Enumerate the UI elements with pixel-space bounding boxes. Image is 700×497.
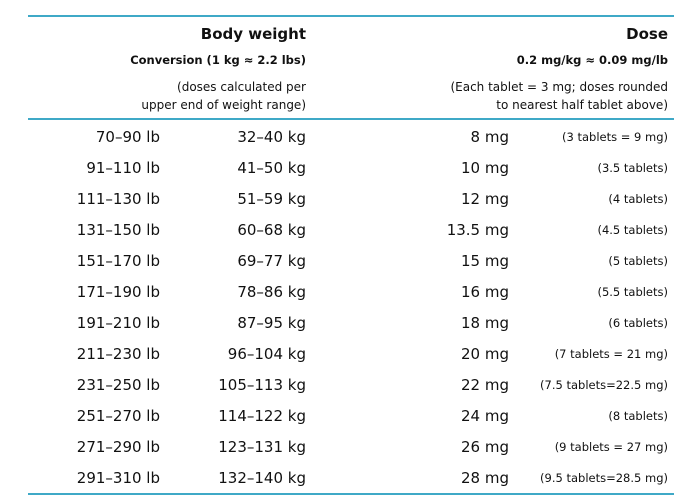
dose-mg-cell: 24 mg bbox=[461, 407, 509, 425]
tablet-count-cell: (8 tablets) bbox=[608, 409, 668, 423]
tablet-count-cell: (7.5 tablets=22.5 mg) bbox=[540, 378, 668, 392]
header-divider bbox=[28, 118, 674, 120]
tablet-count-cell: (9.5 tablets=28.5 mg) bbox=[540, 471, 668, 485]
weight-lb-cell: 291–310 lb bbox=[76, 469, 160, 487]
dose-heading: Dose bbox=[626, 25, 668, 43]
weight-kg-cell: 32–40 kg bbox=[237, 128, 306, 146]
table-row: 211–230 lb 96–104 kg 20 mg (7 tablets = … bbox=[0, 339, 700, 370]
weight-kg-cell: 69–77 kg bbox=[237, 252, 306, 270]
table-row: 151–170 lb 69–77 kg 15 mg (5 tablets) bbox=[0, 246, 700, 277]
table-row: 70–90 lb 32–40 kg 8 mg (3 tablets = 9 mg… bbox=[0, 122, 700, 153]
tablet-count-cell: (5.5 tablets) bbox=[597, 285, 668, 299]
weight-lb-cell: 151–170 lb bbox=[76, 252, 160, 270]
weight-kg-cell: 41–50 kg bbox=[237, 159, 306, 177]
tablet-count-cell: (7 tablets = 21 mg) bbox=[554, 347, 668, 361]
weight-kg-cell: 51–59 kg bbox=[237, 190, 306, 208]
dose-mg-cell: 20 mg bbox=[461, 345, 509, 363]
dose-mg-cell: 18 mg bbox=[461, 314, 509, 332]
dose-conversion-note: 0.2 mg/kg ≈ 0.09 mg/lb bbox=[516, 53, 668, 67]
table-row: 231–250 lb 105–113 kg 22 mg (7.5 tablets… bbox=[0, 370, 700, 401]
dose-mg-cell: 10 mg bbox=[461, 159, 509, 177]
dose-mg-cell: 22 mg bbox=[461, 376, 509, 394]
tablet-count-cell: (3 tablets = 9 mg) bbox=[562, 130, 668, 144]
body-weight-heading: Body weight bbox=[200, 25, 306, 43]
weight-kg-cell: 96–104 kg bbox=[227, 345, 306, 363]
tablet-rounding-note: (Each tablet = 3 mg; doses rounded to ne… bbox=[450, 78, 668, 114]
weight-lb-cell: 251–270 lb bbox=[76, 407, 160, 425]
top-divider bbox=[28, 15, 674, 17]
weight-kg-cell: 123–131 kg bbox=[218, 438, 306, 456]
weight-range-note-line-1: (doses calculated per bbox=[177, 80, 306, 94]
weight-lb-cell: 191–210 lb bbox=[76, 314, 160, 332]
tablet-count-cell: (4 tablets) bbox=[608, 192, 668, 206]
weight-range-note-line-2: upper end of weight range) bbox=[141, 98, 306, 112]
tablet-count-cell: (6 tablets) bbox=[608, 316, 668, 330]
tablet-count-cell: (9 tablets = 27 mg) bbox=[554, 440, 668, 454]
weight-kg-cell: 78–86 kg bbox=[237, 283, 306, 301]
dose-mg-cell: 13.5 mg bbox=[446, 221, 509, 239]
table-row: 171–190 lb 78–86 kg 16 mg (5.5 tablets) bbox=[0, 277, 700, 308]
dose-mg-cell: 12 mg bbox=[461, 190, 509, 208]
weight-kg-cell: 132–140 kg bbox=[218, 469, 306, 487]
tablet-count-cell: (5 tablets) bbox=[608, 254, 668, 268]
weight-conversion-note: Conversion (1 kg ≈ 2.2 lbs) bbox=[130, 53, 306, 67]
table-row: 251–270 lb 114–122 kg 24 mg (8 tablets) bbox=[0, 401, 700, 432]
dose-mg-cell: 16 mg bbox=[461, 283, 509, 301]
weight-kg-cell: 60–68 kg bbox=[237, 221, 306, 239]
weight-kg-cell: 87–95 kg bbox=[237, 314, 306, 332]
weight-lb-cell: 91–110 lb bbox=[86, 159, 160, 177]
table-row: 291–310 lb 132–140 kg 28 mg (9.5 tablets… bbox=[0, 463, 700, 494]
weight-lb-cell: 70–90 lb bbox=[95, 128, 160, 146]
table-row: 271–290 lb 123–131 kg 26 mg (9 tablets =… bbox=[0, 432, 700, 463]
dose-mg-cell: 15 mg bbox=[461, 252, 509, 270]
weight-range-note: (doses calculated per upper end of weigh… bbox=[141, 78, 306, 114]
table-row: 131–150 lb 60–68 kg 13.5 mg (4.5 tablets… bbox=[0, 215, 700, 246]
table-row: 191–210 lb 87–95 kg 18 mg (6 tablets) bbox=[0, 308, 700, 339]
tablet-count-cell: (4.5 tablets) bbox=[597, 223, 668, 237]
weight-kg-cell: 105–113 kg bbox=[218, 376, 306, 394]
tablet-rounding-note-line-2: to nearest half tablet above) bbox=[496, 98, 668, 112]
weight-kg-cell: 114–122 kg bbox=[218, 407, 306, 425]
weight-lb-cell: 131–150 lb bbox=[76, 221, 160, 239]
weight-lb-cell: 271–290 lb bbox=[76, 438, 160, 456]
weight-lb-cell: 231–250 lb bbox=[76, 376, 160, 394]
dose-mg-cell: 26 mg bbox=[461, 438, 509, 456]
weight-lb-cell: 171–190 lb bbox=[76, 283, 160, 301]
tablet-rounding-note-line-1: (Each tablet = 3 mg; doses rounded bbox=[450, 80, 668, 94]
bottom-divider bbox=[28, 493, 674, 495]
tablet-count-cell: (3.5 tablets) bbox=[597, 161, 668, 175]
dose-mg-cell: 28 mg bbox=[461, 469, 509, 487]
table-row: 91–110 lb 41–50 kg 10 mg (3.5 tablets) bbox=[0, 153, 700, 184]
weight-lb-cell: 211–230 lb bbox=[76, 345, 160, 363]
table-row: 111–130 lb 51–59 kg 12 mg (4 tablets) bbox=[0, 184, 700, 215]
dose-mg-cell: 8 mg bbox=[470, 128, 509, 146]
weight-lb-cell: 111–130 lb bbox=[76, 190, 160, 208]
